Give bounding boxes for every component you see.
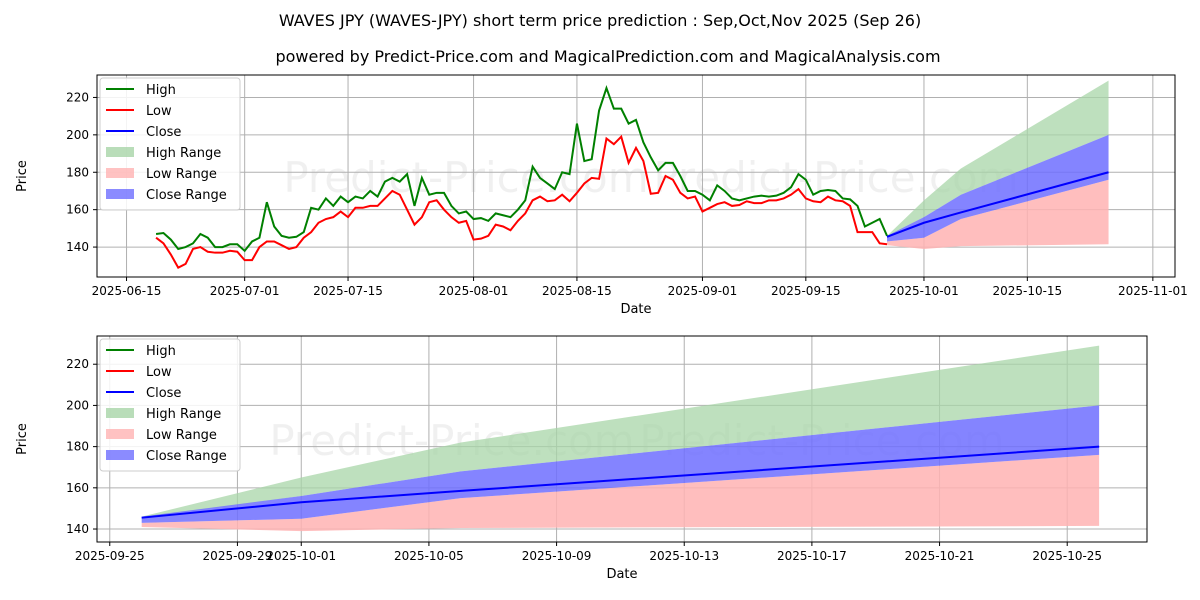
x-tick-label: 2025-08-15 — [542, 284, 612, 298]
axes-frame — [96, 74, 1176, 278]
high-range-band — [887, 80, 1109, 237]
x-tick-label: 2025-09-01 — [668, 284, 738, 298]
y-axis-label: Price — [15, 160, 30, 192]
y-axis-label: Price — [15, 423, 30, 455]
close-line — [886, 171, 1109, 238]
high-range-band — [141, 345, 1100, 518]
y-tick-label: 200 — [66, 128, 89, 142]
x-tick-label: 2025-10-15 — [992, 284, 1062, 298]
x-tick-label: 2025-10-21 — [905, 549, 975, 563]
x-tick-label: 2025-07-15 — [313, 284, 383, 298]
legend-swatch — [106, 168, 134, 178]
legend-box — [99, 338, 241, 472]
legend-label: High Range — [146, 407, 221, 422]
low-line — [155, 134, 888, 269]
chart-panel-1: Predict-Price.com Predict-Price.com2025-0… — [15, 74, 1188, 317]
x-tick-label: 2025-09-25 — [75, 549, 145, 563]
legend-label: Close Range — [146, 188, 227, 203]
x-tick-label: 2025-10-01 — [266, 549, 336, 563]
x-tick-label: 2025-07-01 — [210, 284, 280, 298]
legend-label: Close Range — [146, 449, 227, 464]
legend-label: Low Range — [146, 428, 217, 443]
y-tick-label: 160 — [66, 481, 89, 495]
axes-frame — [96, 335, 1148, 543]
x-tick-label: 2025-10-17 — [777, 549, 847, 563]
x-tick-label: 2025-08-01 — [439, 284, 509, 298]
y-tick-label: 220 — [66, 90, 89, 104]
chart-title: WAVES JPY (WAVES-JPY) short term price p… — [279, 11, 921, 30]
close-line — [141, 445, 1100, 519]
x-axis-label: Date — [606, 567, 637, 582]
legend-label: High — [146, 344, 176, 359]
x-tick-label: 2025-10-01 — [889, 284, 959, 298]
x-tick-label: 2025-10-09 — [522, 549, 592, 563]
legend: High Low Close High Range Low Range Close Ran… — [99, 77, 241, 211]
low-range-band — [141, 454, 1100, 532]
y-tick-label: 180 — [66, 440, 89, 454]
x-tick-label: 2025-11-01 — [1118, 284, 1188, 298]
x-axis-label: Date — [620, 302, 651, 317]
y-tick-label: 140 — [66, 522, 89, 536]
x-tick-label: 2025-06-15 — [92, 284, 162, 298]
legend-label: High Range — [146, 146, 221, 161]
legend-label: Close — [146, 386, 181, 401]
y-tick-label: 160 — [66, 203, 89, 217]
legend-label: Close — [146, 125, 181, 140]
x-tick-label: 2025-10-05 — [394, 549, 464, 563]
legend-swatch — [106, 189, 134, 199]
legend-swatch — [106, 147, 134, 157]
legend-label: Low — [146, 365, 172, 380]
x-tick-label: 2025-10-25 — [1032, 549, 1102, 563]
y-tick-label: 220 — [66, 357, 89, 371]
y-tick-label: 180 — [66, 165, 89, 179]
legend-label: High — [146, 83, 176, 98]
legend-label: Low Range — [146, 167, 217, 182]
close-range-band — [141, 405, 1100, 523]
legend-swatch — [106, 450, 134, 460]
y-tick-label: 200 — [66, 398, 89, 412]
low-range-band — [887, 179, 1109, 249]
legend-box — [99, 77, 241, 211]
chart-subtitle: powered by Predict-Price.com and Magical… — [275, 47, 940, 66]
chart-panel-2: Predict-Price.comPredict-Price.com2025-0… — [15, 335, 1148, 582]
legend-swatch — [106, 429, 134, 439]
legend-label: Low — [146, 104, 172, 119]
close-range-band — [887, 134, 1109, 242]
legend: High Low Close High Range Low Range Close Ran… — [99, 338, 241, 472]
high-line — [155, 85, 888, 253]
x-tick-label: 2025-09-15 — [771, 284, 841, 298]
x-tick-label: 2025-09-29 — [203, 549, 273, 563]
y-tick-label: 140 — [66, 240, 89, 254]
legend-swatch — [106, 408, 134, 418]
x-tick-label: 2025-10-13 — [649, 549, 719, 563]
